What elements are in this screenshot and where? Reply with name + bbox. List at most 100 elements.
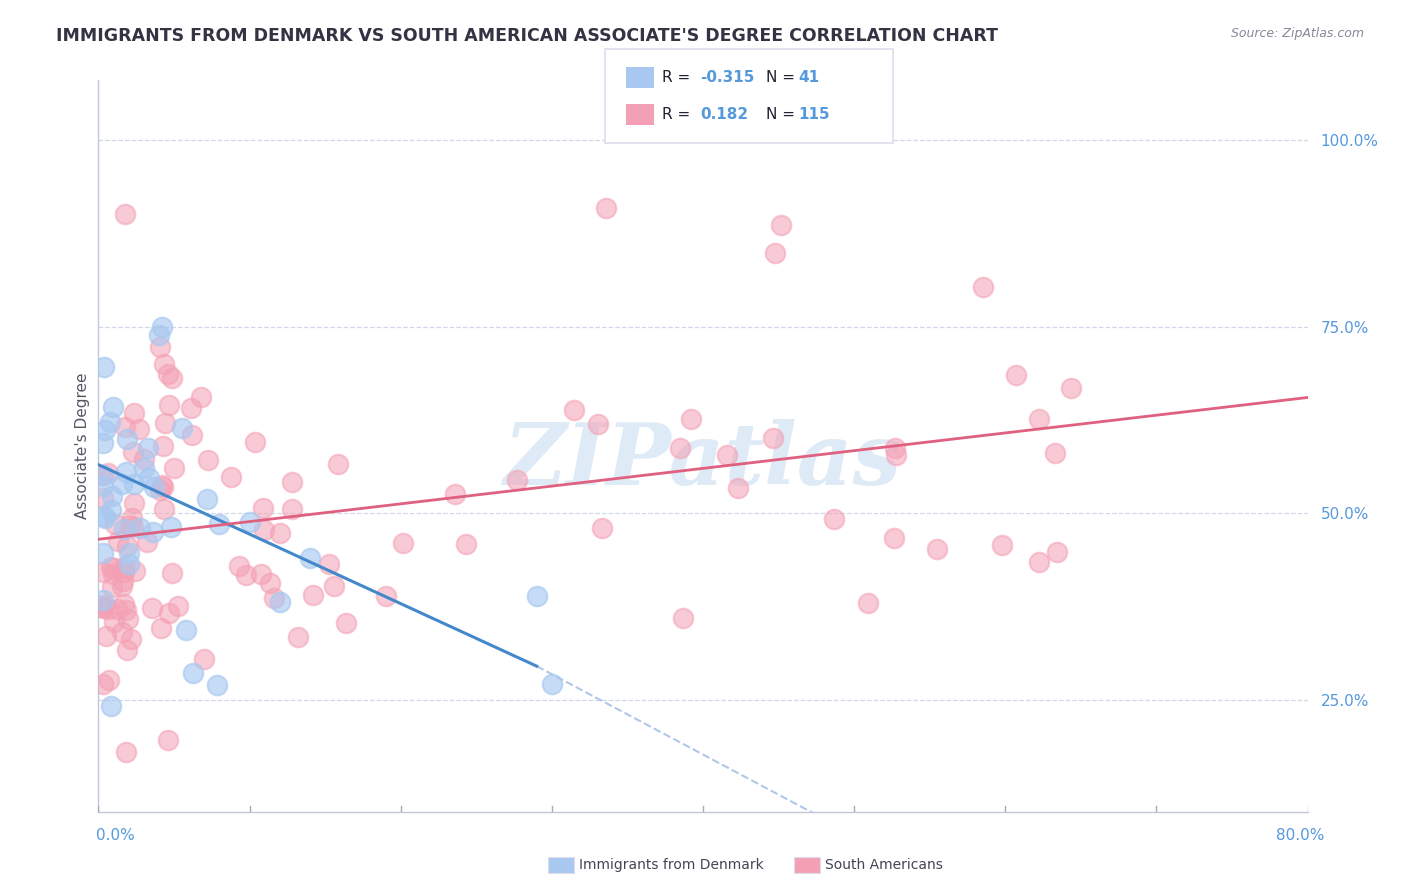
Point: [263, 591, 285, 605]
Point: [91, 593, 114, 607]
Text: N =: N =: [766, 107, 800, 122]
Point: [1060, 381, 1083, 395]
Point: [727, 481, 749, 495]
Point: [142, 525, 165, 540]
Point: [326, 458, 349, 472]
Point: [91, 436, 114, 450]
Point: [91, 599, 114, 614]
Text: R =: R =: [662, 107, 696, 122]
Point: [180, 401, 202, 415]
Text: N =: N =: [766, 70, 800, 85]
Point: [91, 600, 114, 615]
Point: [117, 432, 139, 446]
Point: [93, 468, 115, 483]
Point: [122, 406, 145, 420]
Point: [562, 402, 585, 417]
Point: [443, 486, 465, 500]
Point: [152, 319, 174, 334]
Point: [111, 579, 134, 593]
Point: [114, 420, 136, 434]
Point: [150, 478, 173, 492]
Point: [1028, 411, 1050, 425]
Point: [115, 465, 138, 479]
Point: [115, 642, 138, 657]
Point: [112, 565, 135, 579]
Point: [181, 666, 204, 681]
Point: [111, 624, 134, 639]
Point: [454, 536, 477, 550]
Point: [392, 536, 415, 550]
Point: [129, 521, 152, 535]
Point: [141, 601, 163, 615]
Point: [170, 421, 193, 435]
Text: Immigrants from Denmark: Immigrants from Denmark: [579, 858, 763, 872]
Point: [375, 589, 398, 603]
Point: [122, 496, 145, 510]
Point: [111, 477, 134, 491]
Point: [91, 467, 114, 482]
Point: [716, 448, 738, 462]
Text: -0.315: -0.315: [700, 70, 755, 85]
Point: [174, 624, 197, 638]
Text: IMMIGRANTS FROM DENMARK VS SOUTH AMERICAN ASSOCIATE'S DEGREE CORRELATION CHART: IMMIGRANTS FROM DENMARK VS SOUTH AMERICA…: [56, 27, 998, 45]
Point: [157, 398, 180, 412]
Point: [287, 630, 309, 644]
Point: [253, 523, 276, 537]
Text: R =: R =: [662, 70, 696, 85]
Point: [269, 594, 291, 608]
Point: [302, 588, 325, 602]
Point: [118, 546, 141, 560]
Point: [762, 430, 785, 444]
Point: [152, 439, 174, 453]
Point: [595, 201, 617, 215]
Point: [111, 574, 134, 588]
Point: [134, 452, 156, 467]
Point: [335, 615, 357, 630]
Point: [163, 461, 186, 475]
Point: [159, 606, 181, 620]
Point: [98, 673, 121, 688]
Point: [280, 475, 302, 489]
Point: [1045, 446, 1067, 460]
Point: [1005, 368, 1028, 383]
Point: [94, 511, 117, 525]
Point: [243, 434, 266, 449]
Point: [149, 620, 172, 634]
Point: [98, 415, 121, 429]
Point: [93, 598, 115, 612]
Point: [197, 453, 219, 467]
Point: [249, 566, 271, 581]
Point: [103, 517, 125, 532]
Text: Source: ZipAtlas.com: Source: ZipAtlas.com: [1230, 27, 1364, 40]
Point: [526, 589, 548, 603]
Point: [112, 597, 135, 611]
Point: [991, 538, 1014, 552]
Point: [180, 427, 202, 442]
Text: 0.0%: 0.0%: [96, 829, 135, 843]
Text: ZIPatlas: ZIPatlas: [503, 419, 903, 502]
Point: [138, 471, 160, 485]
Point: [269, 526, 291, 541]
Point: [97, 466, 120, 480]
Point: [101, 567, 124, 582]
Point: [239, 515, 262, 529]
Point: [149, 341, 172, 355]
Point: [208, 517, 231, 532]
Point: [115, 603, 138, 617]
Point: [112, 559, 135, 574]
Text: South Americans: South Americans: [825, 858, 943, 872]
Point: [149, 483, 172, 497]
Point: [1046, 544, 1069, 558]
Point: [153, 501, 176, 516]
Point: [142, 480, 165, 494]
Point: [190, 390, 212, 404]
Point: [97, 602, 120, 616]
Point: [669, 441, 692, 455]
Point: [235, 568, 257, 582]
Point: [114, 207, 136, 221]
Point: [91, 565, 114, 579]
Point: [197, 491, 219, 506]
Point: [120, 518, 142, 533]
Text: 41: 41: [799, 70, 820, 85]
Point: [91, 677, 114, 691]
